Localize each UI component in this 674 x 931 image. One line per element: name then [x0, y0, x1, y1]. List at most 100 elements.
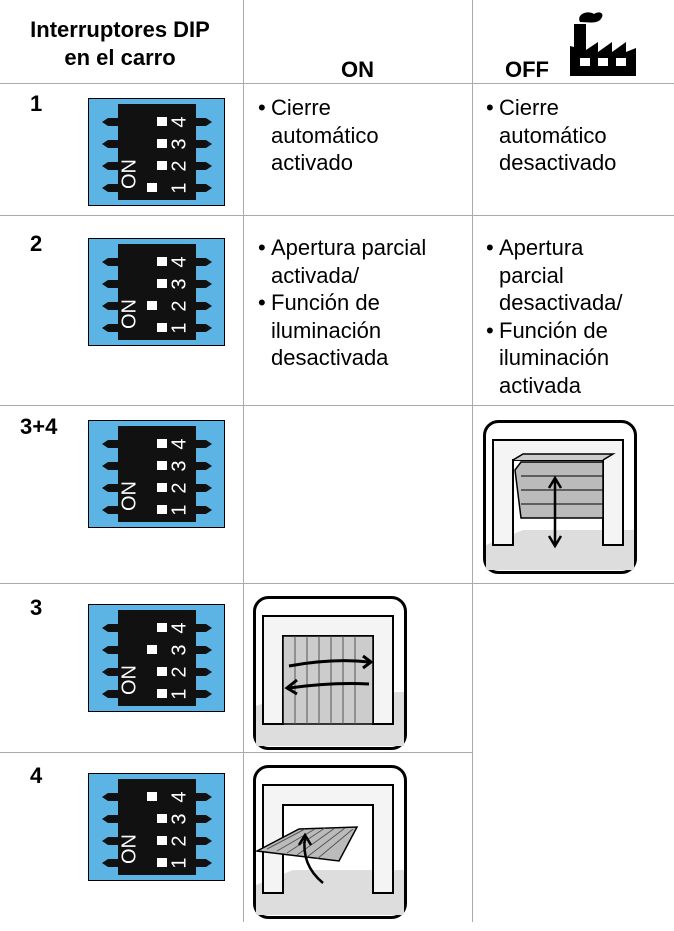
- dip-pin: [102, 690, 118, 698]
- dip-pin: [196, 690, 212, 698]
- dip-number: 2: [168, 835, 190, 846]
- dip-number: 3: [168, 644, 190, 655]
- dip-pin: [196, 506, 212, 514]
- dip-pin: [102, 184, 118, 192]
- dip-pin: [196, 484, 212, 492]
- bullet-text: desactivado: [499, 150, 617, 175]
- dip-toggle: [157, 505, 167, 514]
- dip-on-label: ON: [118, 665, 140, 695]
- dip-number: 2: [168, 482, 190, 493]
- dip-on-label: ON: [118, 299, 140, 329]
- bullet-text: Función de: [271, 290, 380, 315]
- bullet: •: [258, 95, 266, 120]
- dip-toggle: [147, 301, 157, 310]
- dip-pin: [196, 140, 212, 148]
- bullet-text: desactivada/: [499, 290, 623, 315]
- bullet: •: [486, 317, 494, 343]
- dip-switch: 4 3 2 1 ON: [88, 604, 225, 712]
- dip-toggle: [147, 645, 157, 654]
- dip-toggle: [157, 814, 167, 823]
- dip-pin: [196, 184, 212, 192]
- dip-pin: [102, 280, 118, 288]
- dip-switch: 4 3 2 1 ON: [88, 420, 225, 528]
- dip-toggle: [157, 689, 167, 698]
- dip-number: 2: [168, 300, 190, 311]
- dip-pin: [196, 302, 212, 310]
- col-divider: [472, 0, 473, 922]
- dip-pin: [102, 793, 118, 801]
- row-divider: [0, 405, 674, 406]
- dip-number: 1: [168, 182, 190, 193]
- dip-pin: [102, 815, 118, 823]
- dip-pin: [196, 118, 212, 126]
- row-label: 2: [30, 231, 43, 256]
- garage-sectional: [483, 420, 637, 574]
- dip-number: 2: [168, 666, 190, 677]
- dip-pin: [102, 624, 118, 632]
- dip-toggle: [157, 483, 167, 492]
- dip-pin: [102, 118, 118, 126]
- header-off: OFF: [505, 57, 549, 82]
- dip-on-label: ON: [118, 834, 140, 864]
- col-divider: [243, 0, 244, 922]
- dip-pin: [102, 506, 118, 514]
- dip-pin: [196, 793, 212, 801]
- dip-pin: [102, 162, 118, 170]
- dip-number: 3: [168, 278, 190, 289]
- dip-pin: [102, 859, 118, 867]
- bullet-text: activada: [499, 372, 581, 398]
- dip-number: 2: [168, 160, 190, 171]
- dip-pin: [102, 140, 118, 148]
- bullet-text: Función de: [499, 317, 608, 343]
- bullet-text: iluminación: [271, 317, 382, 343]
- dip-number: 4: [168, 116, 190, 127]
- dip-toggle: [157, 117, 167, 126]
- dip-switch: 4 3 2 1 ON: [88, 238, 225, 346]
- header-title: en el carro: [64, 45, 176, 70]
- dip-pin: [196, 859, 212, 867]
- garage-side-sliding: [253, 596, 407, 750]
- factory-icon: [570, 12, 636, 76]
- dip-toggle: [157, 279, 167, 288]
- row-divider: [0, 583, 674, 584]
- dip-number: 4: [168, 622, 190, 633]
- row-label: 3: [30, 595, 43, 620]
- bullet: •: [258, 290, 266, 315]
- bullet-text: Cierre: [271, 95, 331, 120]
- dip-toggle: [147, 792, 157, 801]
- bullet-text: activado: [271, 150, 353, 175]
- dip-number: 3: [168, 460, 190, 471]
- dip-pin: [102, 484, 118, 492]
- dip-toggle: [157, 667, 167, 676]
- dip-toggle: [157, 858, 167, 867]
- dip-toggle: [157, 139, 167, 148]
- dip-number: 4: [168, 256, 190, 267]
- bullet-text: Apertura parcial: [271, 235, 427, 260]
- bullet-text: activada/: [271, 262, 360, 288]
- header-on: ON: [341, 57, 374, 82]
- dip-number: 1: [168, 322, 190, 333]
- dip-pin: [196, 324, 212, 332]
- row-label: 3+4: [20, 414, 58, 439]
- dip-switch: 4 3 2 1 ON: [88, 773, 225, 881]
- garage-tilt: [253, 765, 407, 919]
- dip-toggle: [157, 161, 167, 170]
- dip-switch: 4 3 2 1 ON: [88, 98, 225, 206]
- dip-pin: [102, 462, 118, 470]
- dip-pin: [196, 815, 212, 823]
- bullet-text: Cierre: [499, 95, 559, 120]
- dip-pin: [196, 280, 212, 288]
- dip-pin: [196, 258, 212, 266]
- bullet: •: [258, 235, 266, 260]
- dip-pin: [102, 302, 118, 310]
- dip-number: 4: [168, 791, 190, 802]
- dip-toggle: [157, 439, 167, 448]
- dip-number: 3: [168, 813, 190, 824]
- bullet-text: automático: [499, 122, 607, 148]
- row-divider: [0, 752, 472, 753]
- dip-pin: [102, 646, 118, 654]
- row-label: 4: [30, 763, 43, 788]
- dip-pin: [196, 837, 212, 845]
- row-divider: [0, 215, 674, 216]
